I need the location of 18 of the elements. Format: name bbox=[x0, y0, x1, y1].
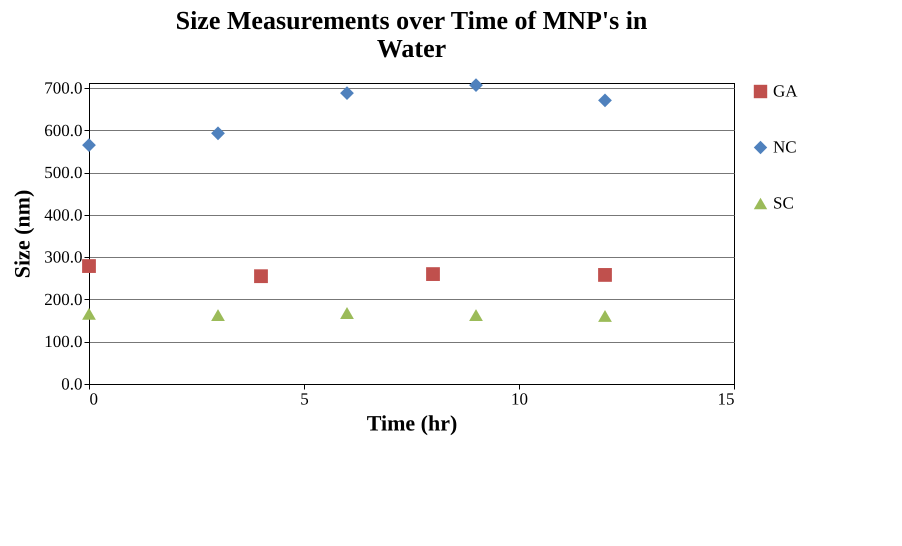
y-axis-title: Size (nm) bbox=[9, 190, 34, 278]
x-tick-label: 0 bbox=[90, 390, 98, 408]
y-tick-label: 700.0 bbox=[44, 78, 82, 98]
x-axis-title: Time (hr) bbox=[366, 410, 458, 436]
y-tick-label: 500.0 bbox=[44, 163, 82, 182]
y-tick-label: 200.0 bbox=[44, 290, 82, 309]
x-tick-label: 10 bbox=[511, 390, 528, 408]
x-tick-label: 5 bbox=[300, 390, 309, 408]
y-tick-label: 600.0 bbox=[44, 120, 82, 140]
y-tick-label: 300.0 bbox=[44, 248, 82, 267]
x-tick-label: 15 bbox=[718, 390, 734, 408]
legend-label: GA bbox=[773, 82, 798, 100]
legend-label: NC bbox=[773, 138, 797, 156]
chart-title: Size Measurements over Time of MNP's in Water bbox=[176, 6, 648, 64]
y-tick-label: 0.0 bbox=[61, 374, 82, 394]
y-tick-label: 100.0 bbox=[44, 332, 82, 352]
y-tick-label: 400.0 bbox=[44, 205, 82, 224]
legend-label: SC bbox=[773, 194, 794, 212]
